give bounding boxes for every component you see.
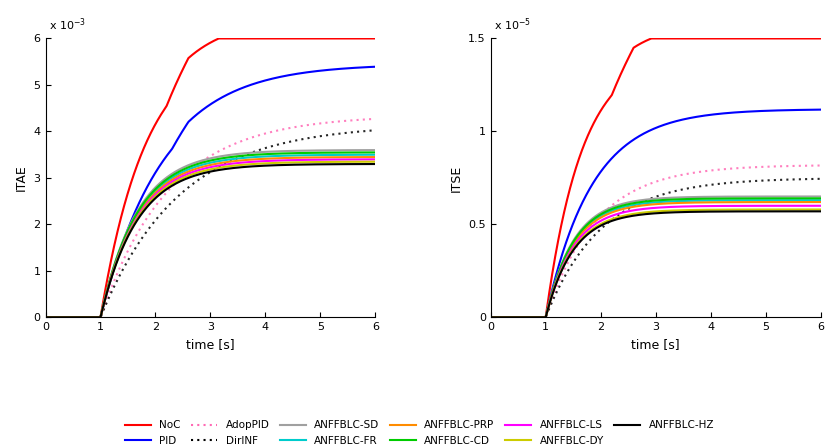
Y-axis label: ITSE: ITSE — [450, 164, 462, 191]
Text: x 10$^{-5}$: x 10$^{-5}$ — [494, 17, 531, 33]
X-axis label: time [s]: time [s] — [186, 338, 235, 351]
Y-axis label: ITAE: ITAE — [15, 165, 28, 191]
Legend: NoC, PID, AdopPID, DirINF, ANFFBLC-SD, ANFFBLC-FR, ANFFBLC-PRP, ANFFBLC-CD, ANFF: NoC, PID, AdopPID, DirINF, ANFFBLC-SD, A… — [121, 416, 718, 446]
Text: x 10$^{-3}$: x 10$^{-3}$ — [49, 17, 86, 33]
X-axis label: time [s]: time [s] — [631, 338, 680, 351]
